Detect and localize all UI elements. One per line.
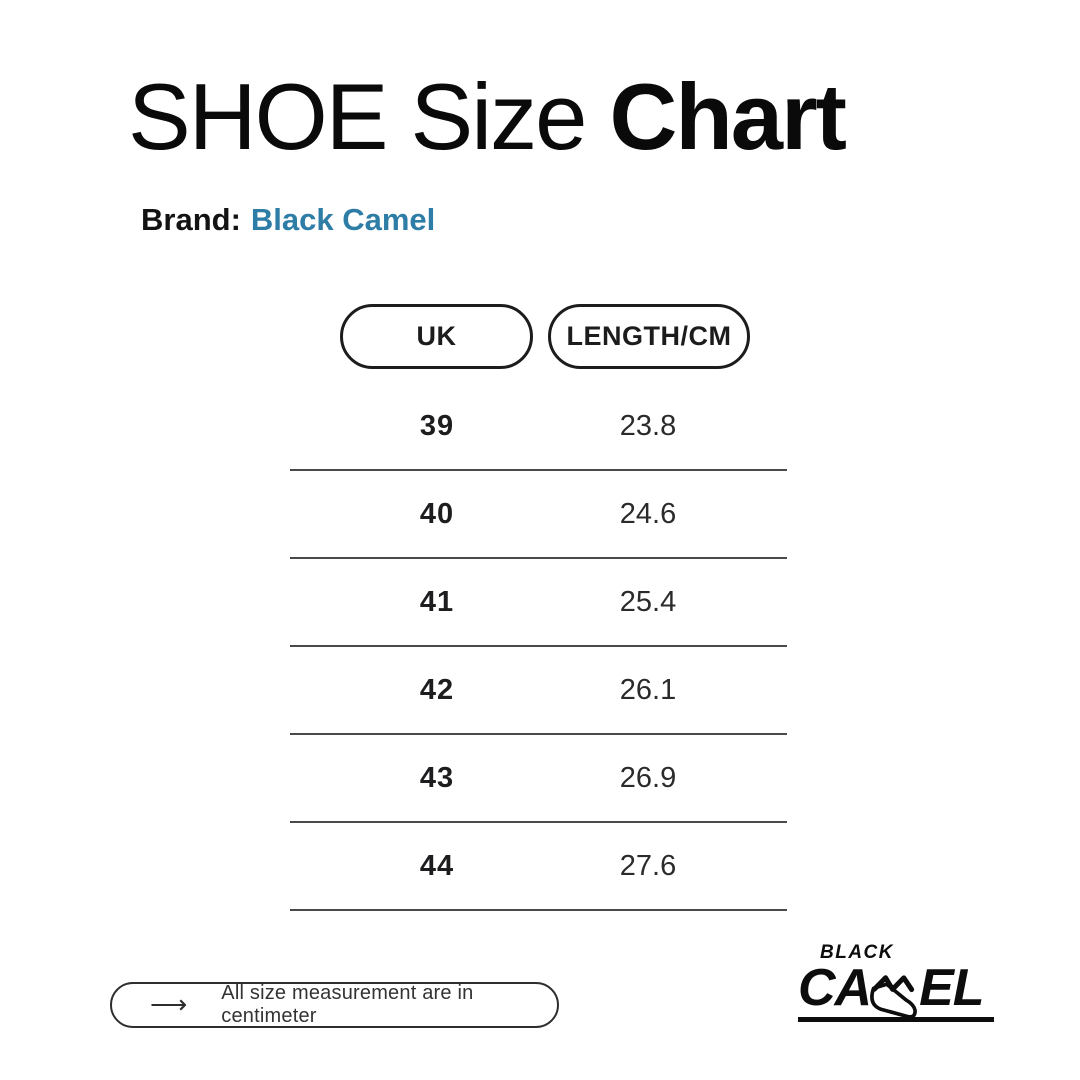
uk-size-cell: 43 (419, 761, 455, 794)
table-row: 44 27.6 (290, 823, 787, 911)
logo-underline (798, 1017, 994, 1023)
logo-camel-text: CA EL (798, 959, 985, 1019)
table-row: 41 25.4 (290, 559, 787, 647)
length-cm-cell: 26.1 (619, 673, 677, 706)
measurement-note-text: All size measurement are in centimeter (221, 982, 474, 1027)
title-space (585, 64, 609, 169)
brand-label: Brand: (141, 202, 241, 237)
page-title-regular: SHOE Size (128, 64, 587, 169)
measurement-note-pill: ⟶ All size measurement are in centimeter (110, 982, 559, 1028)
column-header-length-cm: LENGTH/CM (548, 304, 750, 369)
logo-letters-ca: CA (798, 959, 872, 1017)
table-row: 42 26.1 (290, 647, 787, 735)
uk-size-cell: 39 (419, 409, 455, 442)
uk-size-cell: 42 (419, 673, 455, 706)
right-arrow-icon: ⟶ (150, 989, 188, 1019)
length-cm-cell: 25.4 (619, 585, 677, 618)
uk-size-cell: 41 (419, 585, 455, 618)
shoe-icon (863, 970, 925, 1022)
logo-letters-el: EL (919, 959, 984, 1017)
table-row: 39 23.8 (290, 383, 787, 471)
uk-size-cell: 40 (419, 497, 455, 530)
length-cm-cell: 27.6 (619, 849, 677, 882)
page-title-bold: Chart (609, 64, 847, 169)
logo-black-text: BLACK (820, 942, 894, 963)
column-header-uk: UK (340, 304, 533, 369)
page-title: SHOE Size Chart (128, 67, 847, 167)
table-row: 43 26.9 (290, 735, 787, 823)
table-row: 40 24.6 (290, 471, 787, 559)
brand-line: Brand: Black Camel (141, 202, 435, 238)
length-cm-cell: 26.9 (619, 761, 677, 794)
length-cm-cell: 24.6 (619, 497, 677, 530)
black-camel-logo: BLACK CA EL (798, 942, 994, 1023)
brand-name: Black Camel (250, 202, 436, 237)
uk-size-cell: 44 (419, 849, 455, 882)
size-table: 39 23.8 40 24.6 41 25.4 42 26.1 43 26.9 … (290, 383, 787, 911)
length-cm-cell: 23.8 (619, 409, 677, 442)
